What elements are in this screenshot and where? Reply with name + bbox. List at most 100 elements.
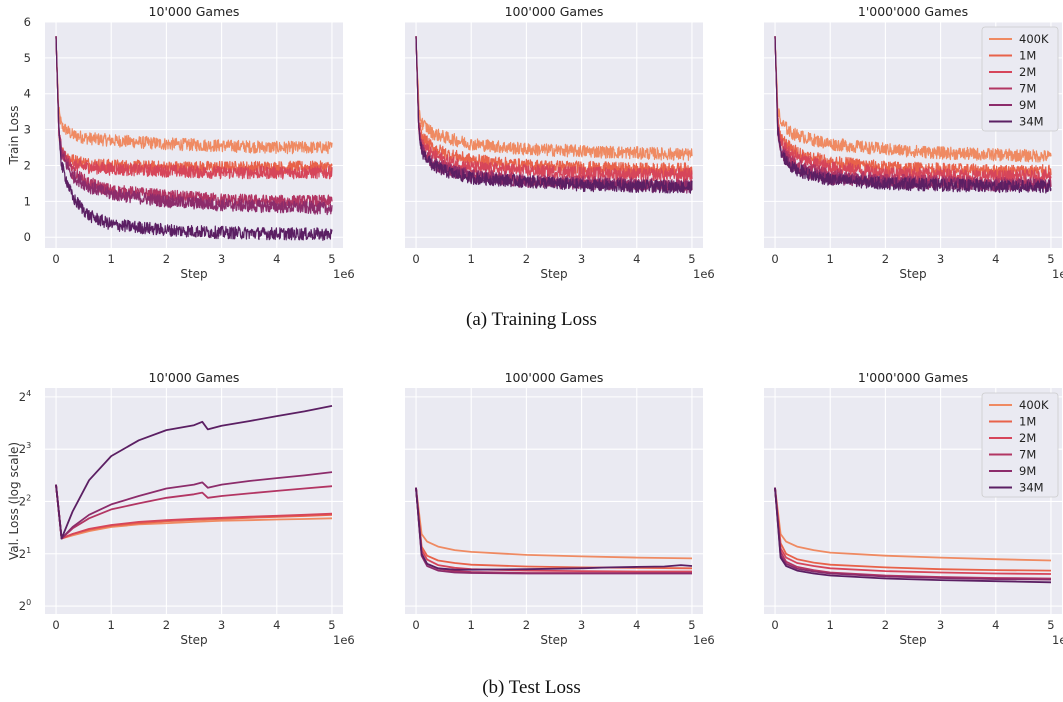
y-tick-label: 5 — [24, 51, 31, 65]
chart-title: 1'000'000 Games — [858, 370, 968, 385]
chart-title: 10'000 Games — [149, 370, 240, 385]
legend-label: 400K — [1019, 398, 1049, 412]
legend-label: 7M — [1019, 448, 1036, 462]
x-tick-label: 4 — [273, 252, 280, 266]
x-tick-label: 5 — [328, 252, 335, 266]
x-axis-multiplier: 1e6 — [333, 267, 355, 281]
x-tick-label: 3 — [218, 618, 225, 632]
y-tick-label: 2 — [24, 158, 31, 172]
series-line-9M — [55, 471, 333, 540]
x-tick-label: 0 — [52, 618, 59, 632]
legend-label: 7M — [1019, 82, 1036, 96]
legend-label: 34M — [1019, 481, 1044, 495]
x-tick-label: 3 — [937, 618, 944, 632]
x-axis-label: Step — [899, 633, 926, 647]
series-line-2M — [55, 36, 333, 180]
x-tick-label: 2 — [882, 252, 889, 266]
x-tick-label: 1 — [108, 618, 115, 632]
x-tick-label: 2 — [523, 252, 530, 266]
legend: 400K 1M 2M 7M 9M 34M — [981, 392, 1059, 498]
x-tick-label: 4 — [633, 618, 640, 632]
series-line-9M — [55, 36, 333, 216]
x-axis-multiplier: 1e6 — [1052, 633, 1063, 647]
series-group — [415, 36, 693, 194]
y-tick-label: 0 — [24, 230, 31, 244]
y-axis-label: Val. Loss (log scale) — [7, 442, 21, 560]
x-tick-label: 4 — [273, 618, 280, 632]
x-tick-label: 0 — [771, 618, 778, 632]
x-tick-label: 2 — [163, 618, 170, 632]
x-tick-label: 4 — [992, 252, 999, 266]
y-tick-label: 3 — [24, 123, 31, 137]
series-line-9M — [415, 487, 692, 575]
series-line-34M — [415, 487, 693, 571]
x-tick-label: 5 — [688, 252, 695, 266]
x-axis-label: Step — [540, 633, 567, 647]
x-tick-label: 2 — [882, 618, 889, 632]
x-tick-label: 2 — [163, 252, 170, 266]
x-tick-label: 5 — [688, 618, 695, 632]
x-axis-label: Step — [180, 633, 207, 647]
series-line-34M — [55, 405, 333, 540]
series-group — [55, 405, 333, 540]
legend-label: 9M — [1019, 464, 1036, 478]
x-tick-label: 5 — [328, 618, 335, 632]
x-tick-label: 3 — [578, 252, 585, 266]
chart-title: 100'000 Games — [505, 4, 604, 19]
x-axis-label: Step — [899, 267, 926, 281]
chart-title: 1'000'000 Games — [858, 4, 968, 19]
x-tick-label: 1 — [468, 252, 475, 266]
y-tick-label: 1 — [24, 194, 31, 208]
series-line-1M — [774, 487, 1052, 572]
legend-label: 1M — [1019, 49, 1036, 63]
caption-test-loss: (b) Test Loss — [482, 677, 581, 698]
x-tick-label: 4 — [992, 618, 999, 632]
series-line-400K — [415, 36, 693, 161]
x-tick-label: 3 — [937, 252, 944, 266]
x-axis-multiplier: 1e6 — [693, 267, 715, 281]
caption-training-loss: (a) Training Loss — [466, 309, 597, 330]
x-tick-label: 3 — [578, 618, 585, 632]
legend: 400K 1M 2M 7M 9M 34M — [981, 26, 1059, 132]
series-line-400K — [55, 484, 333, 540]
series-group — [774, 36, 1052, 194]
x-tick-label: 0 — [412, 252, 419, 266]
chart-title: 100'000 Games — [505, 370, 604, 385]
series-line-400K — [774, 36, 1052, 163]
series-line-400K — [415, 487, 693, 560]
series-line-400K — [774, 487, 1052, 562]
series-line-2M — [415, 487, 692, 573]
series-line-34M — [774, 487, 1052, 584]
series-line-9M — [774, 487, 1052, 581]
x-tick-label: 3 — [218, 252, 225, 266]
x-tick-label: 0 — [771, 252, 778, 266]
x-tick-label: 1 — [468, 618, 475, 632]
plot-background — [405, 22, 703, 248]
x-tick-label: 5 — [1047, 618, 1054, 632]
legend-label: 1M — [1019, 415, 1036, 429]
y-tick-label: 24 — [19, 389, 31, 404]
series-group — [415, 487, 693, 575]
x-axis-label: Step — [180, 267, 207, 281]
legend-label: 2M — [1019, 65, 1036, 79]
legend-label: 400K — [1019, 32, 1049, 46]
legend-label: 2M — [1019, 431, 1036, 445]
series-line-34M — [55, 36, 333, 241]
y-tick-label: 6 — [24, 15, 31, 29]
series-group — [55, 36, 333, 241]
series-line-7M — [774, 487, 1052, 580]
x-axis-label: Step — [540, 267, 567, 281]
x-axis-multiplier: 1e6 — [333, 633, 355, 647]
series-group — [774, 487, 1052, 584]
x-tick-label: 0 — [52, 252, 59, 266]
legend-label: 34M — [1019, 115, 1044, 129]
chart-title: 10'000 Games — [149, 4, 240, 19]
series-line-400K — [55, 36, 333, 155]
